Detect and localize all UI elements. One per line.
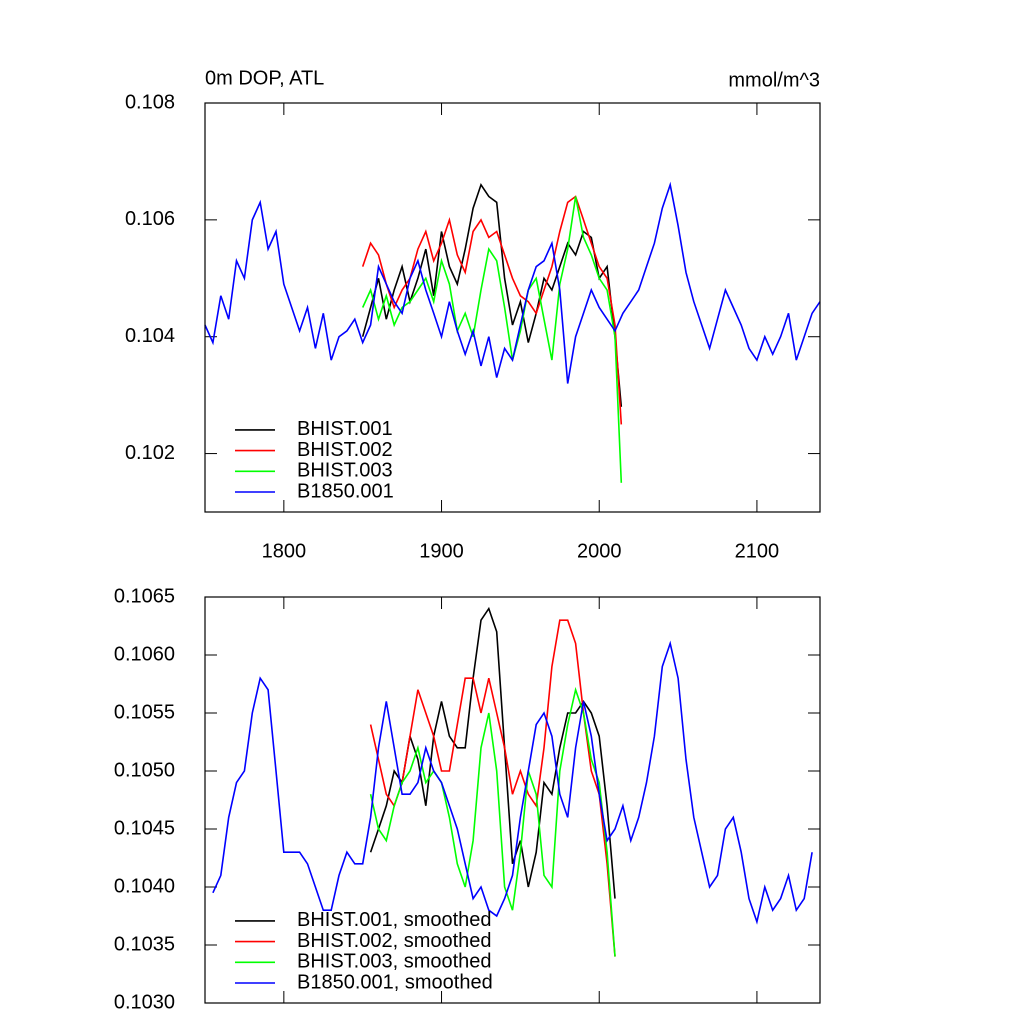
y-tick-label: 0.1065 [114, 585, 175, 607]
y-tick-label: 0.106 [125, 208, 175, 230]
legend-label: BHIST.002 [297, 439, 393, 461]
data-line [369, 686, 616, 957]
y-tick-label: 0.1040 [114, 875, 175, 897]
x-tick-label: 1900 [419, 540, 464, 562]
y-tick-label: 0.1050 [114, 759, 175, 781]
legend-label: BHIST.001 [297, 418, 393, 440]
x-tick-label: 2000 [577, 540, 622, 562]
data-line [369, 619, 616, 957]
units-label: mmol/m^3 [728, 69, 820, 91]
chart-title: 0m DOP, ATL [205, 67, 324, 89]
legend-label: BHIST.001, smoothed [297, 909, 492, 931]
plot-frame [204, 596, 821, 1004]
x-tick-label: 1800 [262, 540, 307, 562]
legend-label: BHIST.002, smoothed [297, 930, 492, 952]
legend-label: BHIST.003 [297, 460, 393, 482]
y-tick-label: 0.1055 [114, 701, 175, 723]
y-tick-label: 0.1060 [114, 643, 175, 665]
y-tick-label: 0.1045 [114, 817, 175, 839]
y-tick-label: 0.1030 [114, 991, 175, 1013]
y-tick-label: 0.102 [125, 442, 175, 464]
data-line [204, 181, 821, 384]
legend-label: B1850.001, smoothed [297, 971, 493, 993]
data-line [361, 195, 623, 425]
legend-label: BHIST.003, smoothed [297, 951, 492, 973]
data-line [369, 606, 616, 899]
y-tick-label: 0.1035 [114, 933, 175, 955]
y-tick-label: 0.108 [125, 91, 175, 113]
legend-label: B1850.001 [297, 480, 394, 502]
data-line [212, 640, 813, 925]
data-line [361, 196, 623, 483]
plot-frame [204, 102, 821, 513]
x-tick-label: 2100 [735, 540, 780, 562]
y-tick-label: 0.104 [125, 325, 175, 347]
